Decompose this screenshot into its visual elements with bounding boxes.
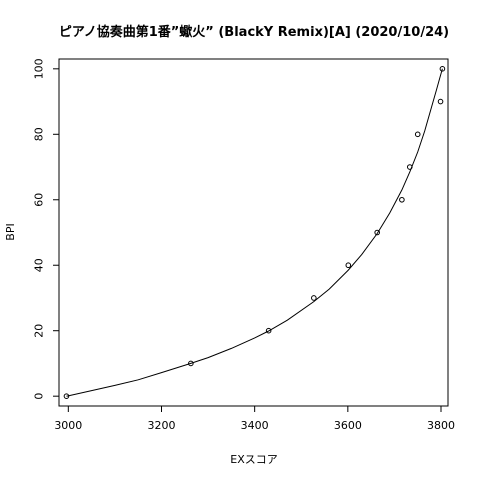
y-axis-label: BPI <box>4 223 17 240</box>
y-tick-label: 60 <box>33 193 46 207</box>
data-point <box>311 295 317 301</box>
x-tick-label: 3200 <box>147 419 175 432</box>
y-tick-label: 100 <box>33 58 46 79</box>
data-point <box>374 229 380 236</box>
chart-title: ピアノ協奏曲第1番”蠍火” (BlackY Remix)[A] (2020/10… <box>59 24 449 40</box>
data-point <box>437 98 444 105</box>
x-tick-label: 3800 <box>427 419 455 432</box>
y-axis: 0 20 40 60 80 100 <box>33 58 60 400</box>
x-axis: 3000 3200 3400 3600 3800 <box>54 405 455 432</box>
data-point <box>63 393 70 399</box>
x-tick-label: 3000 <box>54 419 82 432</box>
data-point <box>345 262 352 269</box>
data-point <box>414 131 421 138</box>
data-point <box>265 327 272 334</box>
y-tick-label: 20 <box>33 324 46 338</box>
x-axis-label: EXスコア <box>230 453 278 466</box>
y-tick-label: 0 <box>33 393 46 400</box>
data-point <box>399 196 405 203</box>
data-point <box>439 66 446 72</box>
x-tick-label: 3400 <box>241 419 269 432</box>
data-point <box>406 164 413 170</box>
x-tick-label: 3600 <box>334 419 362 432</box>
y-tick-label: 40 <box>33 258 46 272</box>
fit-curve <box>66 68 443 397</box>
data-points <box>63 66 446 399</box>
y-tick-label: 80 <box>33 127 46 141</box>
data-point <box>188 360 194 367</box>
